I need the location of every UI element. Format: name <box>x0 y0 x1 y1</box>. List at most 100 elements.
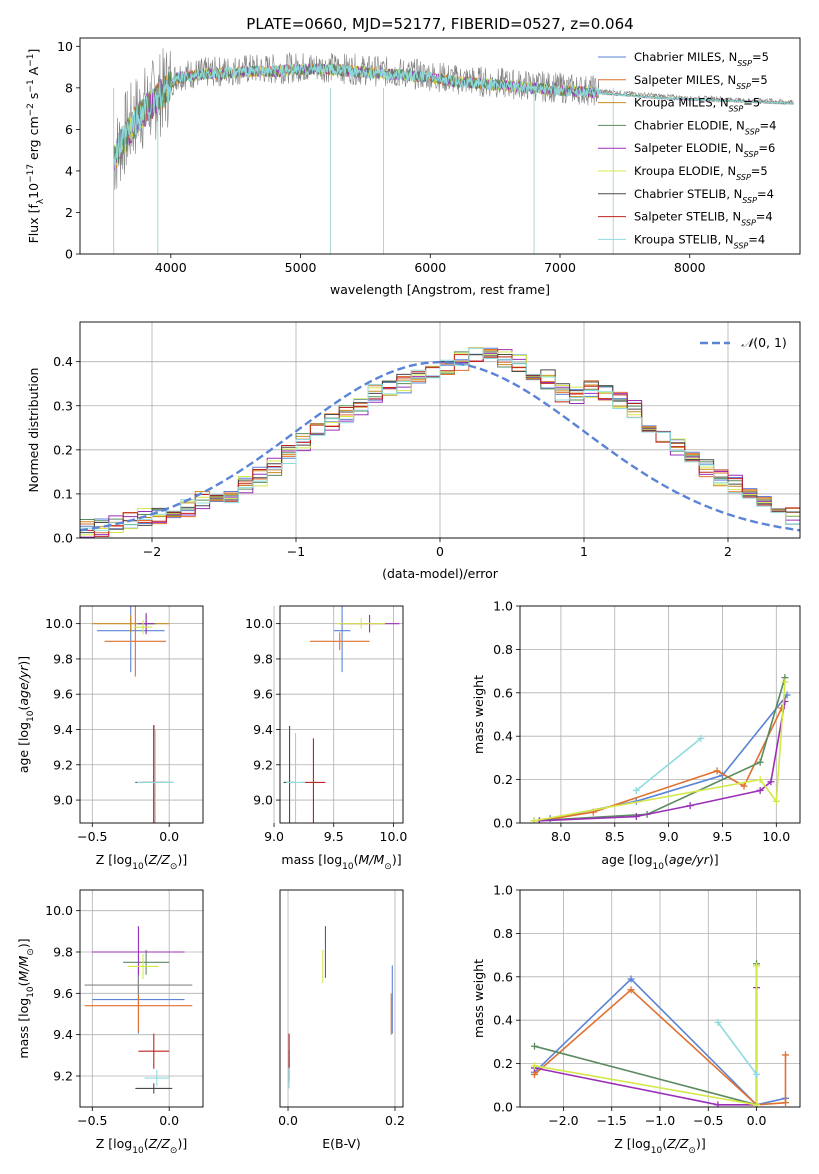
x-tick-label: 8.5 <box>605 829 625 844</box>
x-tick-label: 10.0 <box>762 829 790 844</box>
x-tick-label: 1 <box>580 544 588 559</box>
y-tick-label: 9.8 <box>53 945 73 960</box>
mass-weight-marker <box>756 786 764 794</box>
error-bar-point <box>104 606 167 677</box>
mass-weight-marker <box>530 817 538 823</box>
x-tick-label: −0.5 <box>77 829 107 844</box>
x-tick-label: 4000 <box>155 260 187 275</box>
mass-weight-marker <box>753 1070 761 1078</box>
legend-label: Chabrier MILES, NSSP=5 <box>634 50 769 68</box>
x-tick-label: 8000 <box>674 260 706 275</box>
mass-weight-marker <box>714 1018 722 1026</box>
y-tick-label: 9.4 <box>53 722 73 737</box>
error-bar-point <box>92 926 185 978</box>
axes-frame <box>279 605 404 824</box>
x-tick-label: 0.2 <box>385 1113 405 1128</box>
y-tick-label: 0.2 <box>53 442 73 457</box>
y-tick-label: 8 <box>65 80 73 95</box>
mass-weight-marker <box>627 986 635 994</box>
y-tick-label: 2 <box>65 205 73 220</box>
mass-vs-EBV-plot-area <box>288 926 393 1089</box>
x-tick-label: 0 <box>436 544 444 559</box>
mass-weight-marker <box>632 786 640 794</box>
mass-weight-line <box>539 701 786 822</box>
y-tick-label: 0.6 <box>493 969 513 984</box>
y-axis-label: mass weight <box>471 675 486 754</box>
x-tick-label: 8.0 <box>551 829 571 844</box>
x-axis-label: Z [log10(Z/Z⊙)] <box>614 1136 705 1156</box>
y-tick-label: 0.1 <box>53 486 73 501</box>
spectrum-plot-area <box>113 48 794 254</box>
legend-label: Salpeter ELODIE, NSSP=6 <box>634 141 775 159</box>
y-tick-label: 0.3 <box>53 398 73 413</box>
y-axis-label: mass weight <box>471 959 486 1038</box>
y-tick-label: 0.6 <box>493 685 513 700</box>
panel-residual-histogram: 0.0 0.1 0.2 0.3 0.4 −2 −1 0 1 2 𝒩(0, 1) (data-model… <box>26 321 801 581</box>
mass-weight-marker <box>782 1099 790 1107</box>
mass-weight-line <box>717 1021 758 1075</box>
mass-weight-marker <box>740 782 748 790</box>
x-tick-label: −1.0 <box>645 1113 675 1128</box>
mass-weight-line <box>533 977 786 1106</box>
error-bar-point <box>333 606 351 673</box>
panel-mass-vs-Z: 9.2 9.4 9.6 9.8 10.0 −0.5 0.0 Z [log10(Z/Z⊙)] ma… <box>16 889 204 1156</box>
legend-label: Chabrier STELIB, NSSP=4 <box>634 187 774 205</box>
x-tick-label: −1.5 <box>597 1113 627 1128</box>
error-bar-point <box>144 1069 170 1087</box>
y-tick-label: 0.4 <box>53 354 73 369</box>
figure-title: PLATE=0660, MJD=52177, FIBERID=0527, z=0… <box>246 15 633 33</box>
histogram-step <box>80 347 800 531</box>
mass-weight-marker <box>697 734 705 742</box>
panel-mass-vs-EBV: 0.0 0.2 E(B-V) <box>278 889 405 1151</box>
x-tick-label: −0.5 <box>693 1113 723 1128</box>
x-axis-label: mass [log10(M/M⊙)] <box>281 852 401 872</box>
age-vs-mass-plot-area <box>283 606 400 823</box>
x-axis-label: Z [log10(Z/Z⊙)] <box>96 852 187 872</box>
mass-weight-marker <box>782 1051 790 1059</box>
x-tick-label: 0.0 <box>278 1113 298 1128</box>
error-bar-point <box>135 1083 173 1094</box>
mass-weight-marker <box>530 1042 538 1050</box>
legend-gaussian-label: 𝒩(0, 1) <box>741 335 787 350</box>
x-tick-label: −1 <box>287 544 305 559</box>
mass-weight-vs-Z-plot-area <box>530 960 790 1107</box>
x-tick-label: −2 <box>143 544 161 559</box>
y-axis-label: Normed distribution <box>26 368 41 493</box>
error-bar-point <box>92 614 170 633</box>
x-axis-label: Z [log10(Z/Z⊙)] <box>96 1136 187 1156</box>
mass-weight-line <box>534 966 758 1106</box>
error-bar-point <box>84 974 193 996</box>
panel-mass-weight-vs-Z: 0.0 0.2 0.4 0.6 0.8 1.0 −2.0 −1.5 −1.0 −0.5 0.0 Z [… <box>471 883 801 1156</box>
error-bar-point <box>288 1033 290 1069</box>
x-tick-label: 5000 <box>285 260 317 275</box>
mass-weight-line <box>539 707 783 822</box>
error-bar-point <box>123 949 170 975</box>
y-tick-label: 0.2 <box>493 772 513 787</box>
mass-weight-line <box>533 681 786 822</box>
mass-weight-vs-age-plot-area <box>530 674 791 823</box>
histogram-plot-area <box>80 347 800 538</box>
y-tick-label: 0.8 <box>493 642 513 657</box>
error-bar-point <box>324 926 327 978</box>
axes-frame <box>79 605 204 824</box>
x-tick-label: 7000 <box>544 260 576 275</box>
spectrum-model-line <box>113 62 794 165</box>
mass-weight-line <box>534 963 758 1106</box>
y-tick-label: 9.2 <box>253 757 273 772</box>
y-tick-label: 4 <box>65 163 73 178</box>
error-bar-point <box>133 620 153 635</box>
x-tick-label: 9.0 <box>264 829 284 844</box>
y-tick-label: 10.0 <box>245 616 273 631</box>
x-tick-label: −0.5 <box>77 1113 107 1128</box>
x-axis-label: wavelength [Angstrom, rest frame] <box>330 282 550 297</box>
y-axis-label: age [log10(age/yr)] <box>16 656 36 773</box>
panel-spectrum: 0 2 4 6 8 10 4000 5000 6000 7000 8000 wavelength [A… <box>26 37 801 297</box>
y-tick-label: 0.0 <box>493 1100 513 1115</box>
error-bar-point <box>138 613 154 635</box>
x-tick-label: 9.5 <box>713 829 733 844</box>
error-bar-point <box>309 632 370 651</box>
mass-weight-marker <box>713 767 721 775</box>
legend: Chabrier MILES, NSSP=5 Salpeter MILES, NS… <box>598 50 776 250</box>
